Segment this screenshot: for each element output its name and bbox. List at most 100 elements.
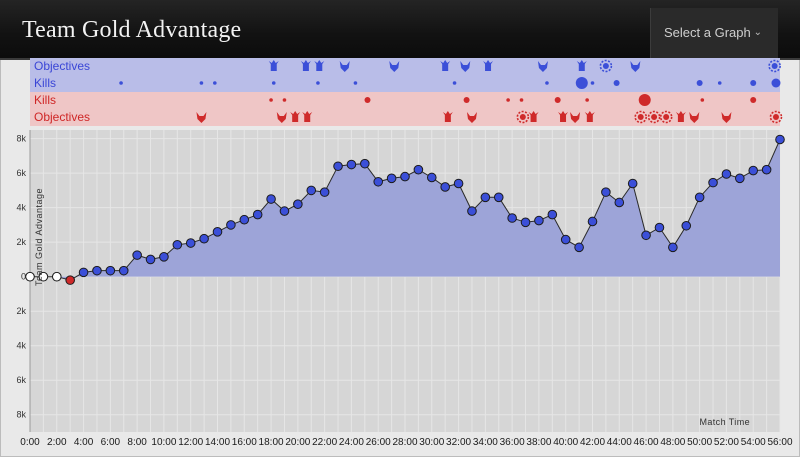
x-tick-label: 12:00: [178, 437, 203, 448]
x-tick-label: 56:00: [767, 437, 792, 448]
data-point: [627, 178, 638, 189]
turret-icon: [576, 60, 587, 71]
dragon-icon: [721, 112, 732, 123]
inhibitor-icon: [769, 110, 783, 124]
data-point: [266, 194, 276, 204]
kill-marker: [199, 81, 204, 85]
x-tick-label: 10:00: [151, 437, 176, 448]
x-tick-label: 26:00: [366, 437, 391, 448]
kill-marker: [506, 98, 510, 102]
band-blue-objectives: Objectives: [30, 58, 780, 75]
data-point: [534, 215, 544, 226]
x-tick-label: 54:00: [741, 437, 766, 448]
kill-marker: [119, 81, 123, 85]
data-point: [694, 192, 705, 203]
data-point: [212, 227, 223, 237]
data-point: [159, 252, 169, 262]
x-tick-label: 22:00: [312, 437, 337, 448]
x-tick-label: 2:00: [47, 437, 67, 448]
data-point: [721, 169, 732, 179]
x-tick-label: 40:00: [553, 437, 578, 448]
dragon-icon: [537, 61, 548, 72]
data-point: [641, 230, 651, 241]
kill-marker: [271, 81, 276, 85]
data-point: [319, 187, 330, 197]
data-point: [761, 164, 772, 175]
kill-marker: [696, 80, 703, 86]
data-point: [145, 254, 156, 265]
x-tick-label: 34:00: [473, 437, 498, 448]
data-point: [25, 271, 35, 282]
kill-marker: [463, 97, 470, 103]
x-tick-label: 32:00: [446, 437, 471, 448]
dragon-icon: [389, 61, 400, 72]
x-tick-label: 0:00: [20, 437, 40, 448]
kill-marker: [771, 78, 781, 88]
data-point: [547, 209, 558, 220]
turret-icon: [302, 111, 313, 122]
inhibitor-icon: [599, 59, 613, 73]
kill-marker: [545, 81, 549, 85]
data-point: [708, 177, 718, 188]
data-point: [614, 197, 625, 208]
y-tick-label: 8k: [16, 134, 26, 144]
y-tick-label: 2k: [16, 306, 26, 316]
data-point: [587, 216, 598, 227]
data-point: [373, 176, 384, 187]
data-point: [440, 182, 450, 192]
x-tick-label: 4:00: [74, 437, 94, 448]
data-point: [105, 265, 116, 276]
kill-marker: [613, 80, 620, 86]
x-axis-label: Match Time: [699, 417, 750, 427]
x-tick-label: 14:00: [205, 437, 230, 448]
data-point: [507, 213, 517, 223]
turret-icon: [300, 60, 311, 71]
band-blue-kills: Kills: [30, 75, 780, 92]
x-tick-label: 48:00: [660, 437, 685, 448]
data-point: [668, 242, 678, 253]
dragon-icon: [339, 61, 350, 72]
x-tick-label: 46:00: [634, 437, 659, 448]
data-point: [172, 239, 183, 250]
x-tick-label: 18:00: [259, 437, 284, 448]
band-label-blue-kills: Kills: [34, 76, 57, 90]
page-title: Team Gold Advantage: [22, 17, 242, 43]
data-point: [346, 159, 357, 170]
x-tick-label: 44:00: [607, 437, 632, 448]
chevron-down-icon: ⌄: [753, 27, 762, 38]
kill-marker: [213, 81, 217, 85]
band-label-red-objectives: Objectives: [34, 110, 91, 124]
x-tick-label: 30:00: [419, 437, 444, 448]
data-point: [775, 134, 785, 145]
data-point: [493, 192, 504, 203]
kill-marker: [364, 97, 371, 103]
y-tick-label: 0: [21, 272, 26, 282]
y-tick-label: 6k: [16, 168, 26, 178]
turret-icon: [290, 111, 301, 122]
data-point: [185, 238, 196, 248]
data-point: [400, 171, 410, 182]
x-tick-label: 28:00: [392, 437, 417, 448]
kill-marker: [575, 77, 588, 89]
turret-icon: [442, 111, 453, 122]
x-tick-label: 16:00: [232, 437, 257, 448]
kill-marker: [452, 81, 457, 85]
gold-advantage-chart: 8k 6k 4k 2k 0 2k 4k 6k 8k 0:00 2:00 4:00 6:00 8:00 10…: [16, 130, 793, 448]
data-point: [78, 267, 89, 278]
data-point: [293, 199, 303, 210]
graph-select-label: Select a Graph: [664, 25, 751, 40]
graph-select-dropdown[interactable]: Select a Graph ⌄: [650, 8, 778, 58]
turret-icon: [675, 111, 686, 122]
x-tick-label: 42:00: [580, 437, 605, 448]
data-point: [38, 271, 49, 282]
x-tick-label: 6:00: [101, 437, 121, 448]
x-tick-label: 38:00: [526, 437, 551, 448]
advantage-area: [30, 139, 780, 281]
x-tick-label: 8:00: [127, 437, 147, 448]
kill-marker: [282, 98, 287, 102]
data-point: [654, 222, 665, 233]
data-point: [239, 214, 250, 225]
data-point: [333, 161, 343, 172]
data-point: [386, 173, 397, 184]
turret-icon: [558, 111, 569, 122]
